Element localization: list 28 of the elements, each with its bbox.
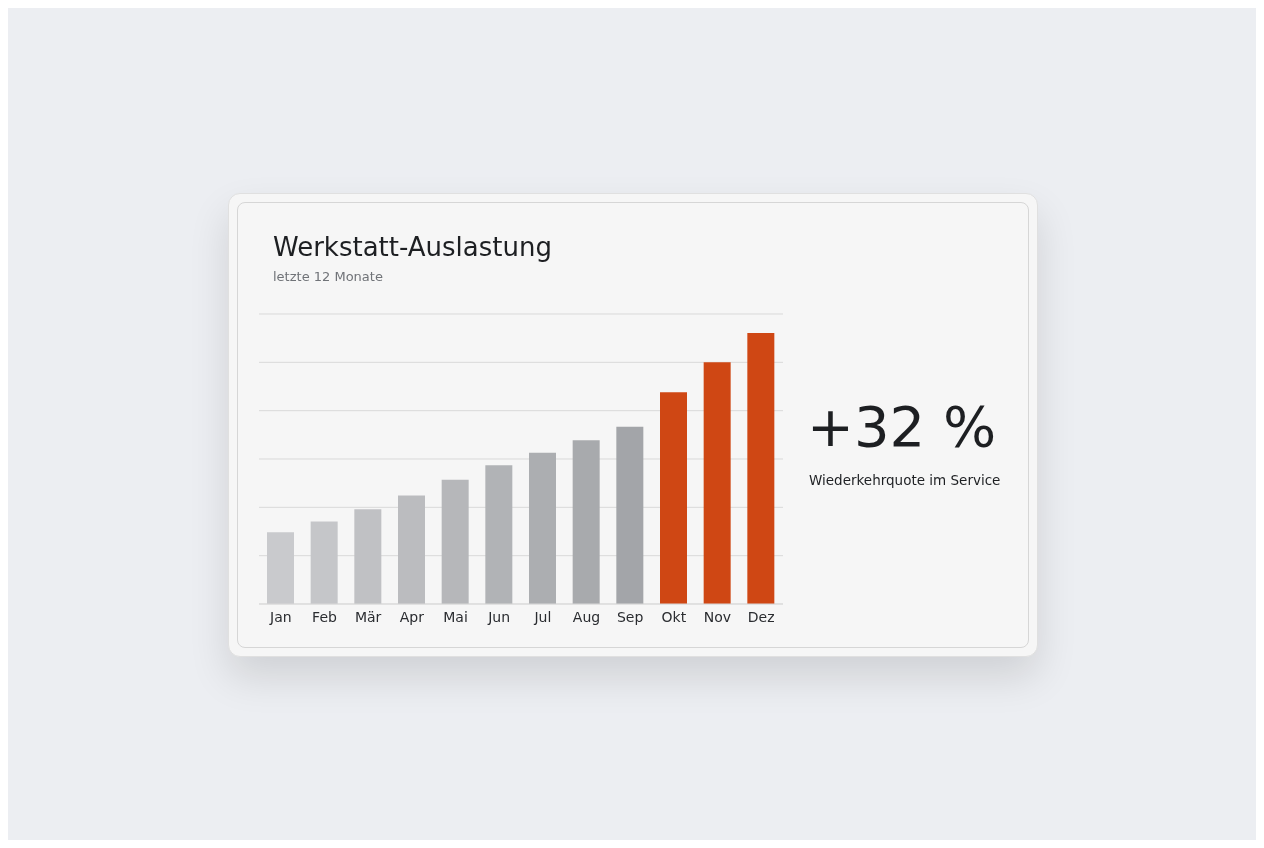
bar	[572, 440, 600, 604]
x-tick-label: Mär	[354, 608, 382, 625]
bar	[747, 332, 775, 604]
bar	[703, 362, 731, 604]
x-tick-label: Apr	[399, 608, 425, 625]
bar	[660, 392, 687, 604]
chart-title: Werkstatt-Auslastung	[273, 232, 552, 262]
x-tick-label: Nov	[703, 608, 732, 625]
text: +32 %	[807, 394, 997, 459]
bar	[485, 465, 513, 604]
bar	[398, 495, 425, 604]
bar	[354, 509, 382, 604]
bar	[441, 479, 469, 604]
bar	[616, 426, 644, 604]
x-tick-label: Jun	[487, 608, 511, 625]
text: Wiederkehrquote im Service	[809, 472, 1001, 488]
x-tick-label: Aug	[572, 608, 601, 625]
x-tick-label: Mai	[443, 608, 468, 625]
x-tick-label: Okt	[661, 608, 687, 625]
chart-subtitle: letzte 12 Monate	[273, 269, 383, 284]
x-tick-label: Jan	[269, 608, 292, 625]
x-tick-label: Dez	[747, 608, 775, 625]
x-tick-label: Feb	[312, 608, 337, 625]
bar	[529, 452, 556, 604]
x-tick-label: Jul	[533, 608, 552, 625]
bar	[267, 532, 294, 604]
bar	[310, 521, 338, 604]
x-tick-label: Sep	[616, 608, 644, 625]
